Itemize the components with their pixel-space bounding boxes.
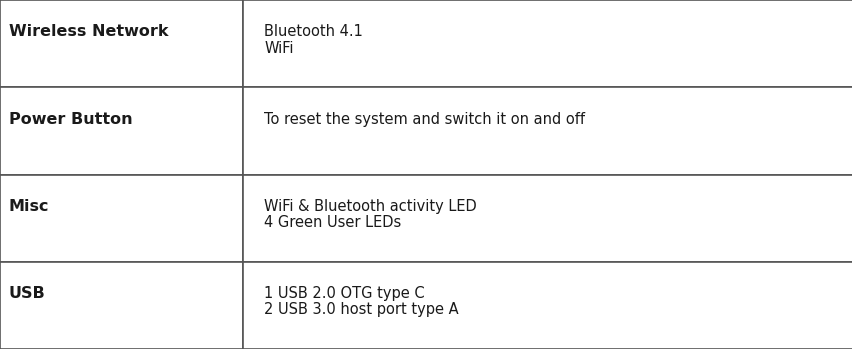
Bar: [0, 174, 243, 262]
Text: Bluetooth 4.1: Bluetooth 4.1: [264, 24, 363, 39]
Bar: [243, 87, 852, 174]
Text: Misc: Misc: [9, 199, 49, 214]
Text: 4 Green User LEDs: 4 Green User LEDs: [264, 215, 401, 230]
Bar: [0, 0, 243, 87]
Bar: [0, 262, 243, 349]
Text: Power Button: Power Button: [9, 112, 132, 127]
Text: 2 USB 3.0 host port type A: 2 USB 3.0 host port type A: [264, 303, 458, 318]
Text: WiFi: WiFi: [264, 41, 294, 56]
Text: To reset the system and switch it on and off: To reset the system and switch it on and…: [264, 112, 584, 127]
Bar: [243, 262, 852, 349]
Text: 1 USB 2.0 OTG type C: 1 USB 2.0 OTG type C: [264, 286, 424, 301]
Bar: [0, 87, 243, 174]
Text: USB: USB: [9, 286, 45, 301]
Text: Wireless Network: Wireless Network: [9, 24, 168, 39]
Text: WiFi & Bluetooth activity LED: WiFi & Bluetooth activity LED: [264, 199, 476, 214]
Bar: [243, 0, 852, 87]
Bar: [243, 174, 852, 262]
